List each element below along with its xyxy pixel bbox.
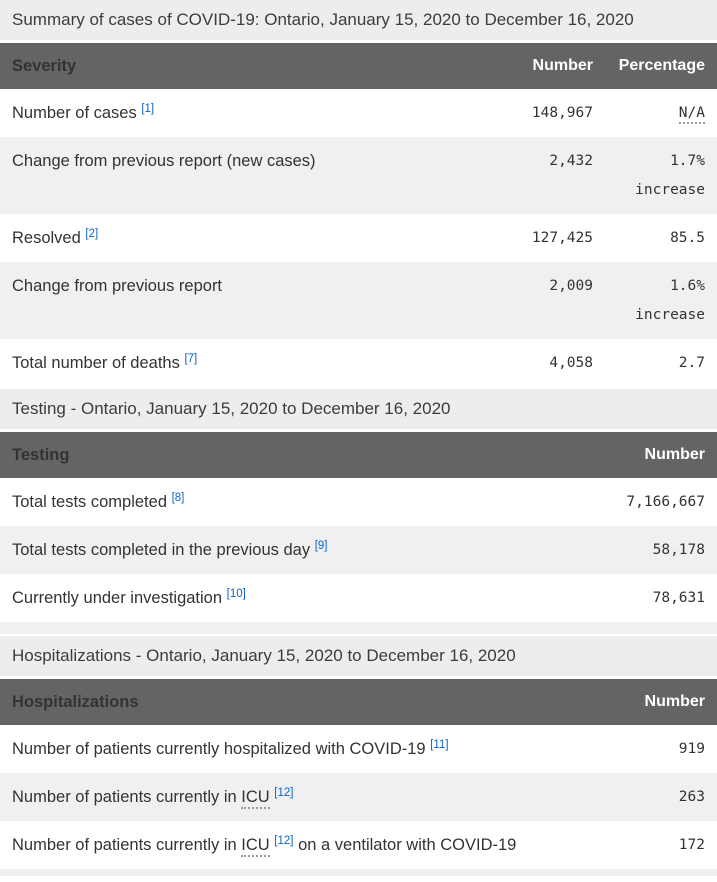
hospitalizations-table-section: Hospitalizations - Ontario, January 15, … — [0, 636, 717, 876]
testing-table-caption: Testing - Ontario, January 15, 2020 to D… — [0, 389, 717, 429]
footnote-link[interactable]: [10] — [226, 588, 246, 600]
label-text: Number of patients currently in — [12, 836, 237, 854]
percentage-line: 85.5 — [670, 230, 705, 246]
number-cell: 127,425 — [531, 230, 593, 246]
footnote-link[interactable]: [12] — [274, 787, 294, 799]
row-label-cell: Change from previous report — [12, 275, 493, 297]
abbreviation-icu[interactable]: ICU — [241, 788, 270, 809]
row-label-cell: Total tests completed in the previous da… — [12, 539, 593, 561]
label-text: Total number of deaths — [12, 354, 180, 372]
number-cell: 919 — [678, 741, 705, 757]
footnote-link[interactable]: [8] — [171, 492, 185, 504]
column-header-testing: Testing — [12, 446, 70, 464]
number-cell: 263 — [678, 789, 705, 805]
summary-table-body: Number of cases [1] 148,967 N/A Change from… — [0, 89, 717, 387]
hospitalizations-table-header-row: Hospitalizations Number — [0, 679, 717, 725]
hospitalizations-table-caption: Hospitalizations - Ontario, January 15, … — [0, 636, 717, 676]
table-row: Number of patients currently hospitalize… — [0, 725, 717, 773]
percentage-line: increase — [635, 307, 705, 323]
column-header-number: Number — [532, 57, 593, 74]
percentage-line: N/A — [593, 103, 705, 124]
table-row: Number of patients currently in ICU [12]… — [0, 773, 717, 821]
empty-table-row — [0, 622, 717, 634]
label-text: Change from previous report (new cases) — [12, 152, 316, 170]
row-label-cell: Total number of deaths [7] — [12, 352, 493, 374]
label-text: Number of cases — [12, 104, 137, 122]
label-text: on a ventilator with COVID-19 — [298, 836, 517, 854]
table-row: Change from previous report 2,009 1.6% incr… — [0, 262, 717, 339]
table-row: Resolved [2] 127,425 85.5 — [0, 214, 717, 262]
label-text: Change from previous report — [12, 277, 223, 295]
row-label-cell: Currently under investigation [10] — [12, 587, 593, 609]
percentage-cell: N/A — [593, 102, 705, 124]
footnote-link[interactable]: [9] — [314, 540, 328, 552]
column-header-percentage: Percentage — [618, 57, 705, 74]
label-text: Number of patients currently hospitalize… — [12, 740, 426, 758]
label-text: Total tests completed in the previous da… — [12, 541, 311, 559]
label-text: Resolved — [12, 229, 81, 247]
row-label-cell: Number of cases [1] — [12, 102, 493, 124]
number-cell: 148,967 — [531, 105, 593, 121]
footnote-link[interactable]: [2] — [85, 228, 99, 240]
percentage-line: increase — [635, 182, 705, 198]
table-row: Total number of deaths [7] 4,058 2.7 — [0, 339, 717, 387]
table-row: Number of cases [1] 148,967 N/A — [0, 89, 717, 137]
footnote-link[interactable]: [12] — [274, 835, 294, 847]
footnote-link[interactable]: [7] — [184, 353, 198, 365]
number-cell: 2,432 — [549, 153, 593, 169]
percentage-line: 2.7 — [678, 355, 705, 371]
table-row: Total tests completed in the previous da… — [0, 526, 717, 574]
number-cell: 172 — [678, 837, 705, 853]
table-row: Total tests completed [8] 7,166,667 — [0, 478, 717, 526]
row-label-cell: Change from previous report (new cases) — [12, 150, 493, 172]
table-row: Number of patients currently in ICU [12]… — [0, 821, 717, 869]
table-row: Change from previous report (new cases) 2… — [0, 137, 717, 214]
hospitalizations-table-body: Number of patients currently hospitalize… — [0, 725, 717, 876]
column-header-hospitalizations: Hospitalizations — [12, 693, 139, 711]
percentage-cell: 1.6% increase — [593, 275, 705, 326]
testing-table-section: Testing - Ontario, January 15, 2020 to D… — [0, 389, 717, 634]
empty-table-row — [0, 869, 717, 876]
percentage-line: 1.6% — [670, 278, 705, 294]
number-cell: 7,166,667 — [626, 494, 705, 510]
footnote-link[interactable]: [1] — [141, 103, 155, 115]
footnote-link[interactable]: [11] — [430, 739, 449, 751]
label-text: Currently under investigation — [12, 589, 223, 607]
percentage-cell: 1.7% increase — [593, 150, 705, 201]
number-cell: 58,178 — [652, 542, 705, 558]
column-header-number: Number — [644, 446, 705, 463]
number-cell: 2,009 — [549, 278, 593, 294]
number-cell: 78,631 — [652, 590, 705, 606]
percentage-line: 1.7% — [670, 153, 705, 169]
label-text: Number of patients currently in — [12, 788, 237, 806]
percentage-cell: 2.7 — [593, 352, 705, 374]
summary-table-section: Summary of cases of COVID-19: Ontario, J… — [0, 0, 717, 387]
column-header-number: Number — [644, 693, 705, 710]
percentage-cell: 85.5 — [593, 227, 705, 249]
testing-table-body: Total tests completed [8] 7,166,667 Total … — [0, 478, 717, 634]
column-header-severity: Severity — [12, 57, 77, 75]
row-label-cell: Number of patients currently in ICU [12]… — [12, 834, 593, 857]
label-text: Total tests completed — [12, 493, 167, 511]
abbreviation-na[interactable]: N/A — [678, 105, 705, 124]
abbreviation-icu[interactable]: ICU — [241, 836, 270, 857]
table-row: Currently under investigation [10] 78,631 — [0, 574, 717, 622]
testing-table-header-row: Testing Number — [0, 432, 717, 478]
row-label-cell: Resolved [2] — [12, 227, 493, 249]
row-label-cell: Number of patients currently in ICU [12] — [12, 786, 593, 809]
row-label-cell: Number of patients currently hospitalize… — [12, 738, 593, 760]
summary-table-caption: Summary of cases of COVID-19: Ontario, J… — [0, 0, 717, 40]
summary-table-header-row: Severity Number Percentage — [0, 43, 717, 89]
number-cell: 4,058 — [549, 355, 593, 371]
row-label-cell: Total tests completed [8] — [12, 491, 593, 513]
